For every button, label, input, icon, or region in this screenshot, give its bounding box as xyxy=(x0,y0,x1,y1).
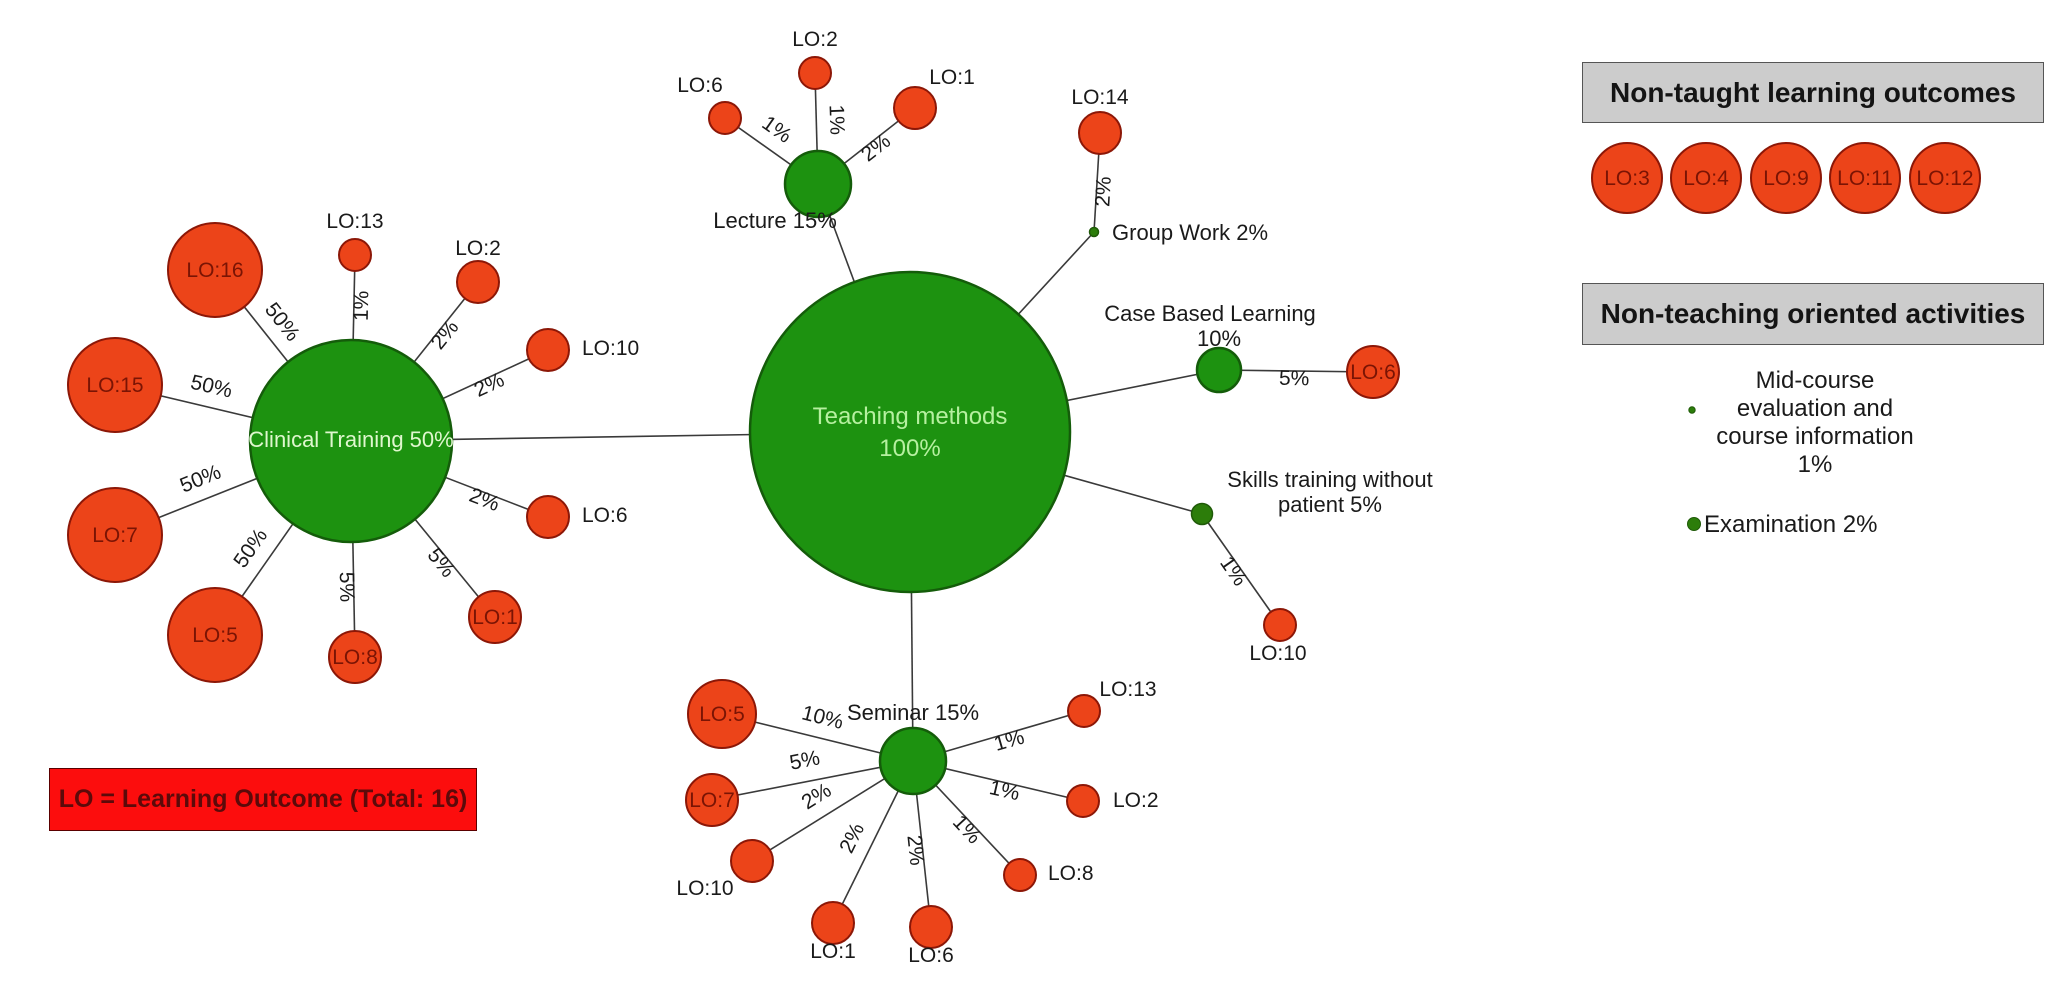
svg-text:1%: 1% xyxy=(1798,451,1833,478)
svg-text:Mid-course: Mid-course xyxy=(1756,367,1875,394)
svg-text:evaluation and: evaluation and xyxy=(1737,395,1893,422)
svg-text:Examination 2%: Examination 2% xyxy=(1704,511,1877,538)
svg-text:course information: course information xyxy=(1716,423,1913,450)
